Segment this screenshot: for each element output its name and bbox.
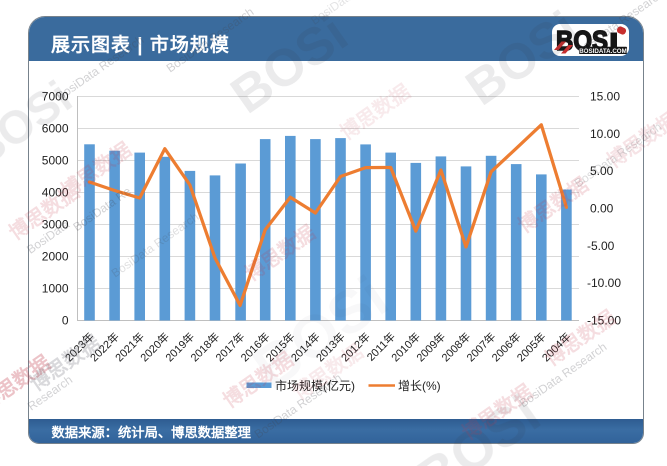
svg-text:增长(%): 增长(%) — [398, 379, 441, 393]
svg-text:BOSIDATA.COM: BOSIDATA.COM — [579, 48, 627, 55]
svg-text:0.00: 0.00 — [590, 202, 614, 216]
svg-text:3000: 3000 — [42, 218, 69, 232]
svg-text:15.00: 15.00 — [590, 90, 620, 104]
svg-text:-10.00: -10.00 — [587, 276, 621, 290]
svg-text:5.00: 5.00 — [590, 164, 614, 178]
svg-text:-15.00: -15.00 — [587, 314, 621, 328]
svg-text:0: 0 — [62, 314, 69, 328]
svg-text:2004年: 2004年 — [539, 329, 574, 364]
svg-text:6000: 6000 — [42, 122, 69, 136]
svg-text:5000: 5000 — [42, 154, 69, 168]
svg-text:2000: 2000 — [42, 250, 69, 264]
svg-text:7000: 7000 — [42, 90, 69, 104]
svg-text:10.00: 10.00 — [590, 127, 620, 141]
svg-text:-5.00: -5.00 — [587, 239, 615, 253]
svg-text:市场规模(亿元): 市场规模(亿元) — [275, 378, 355, 393]
svg-text:4000: 4000 — [42, 186, 69, 200]
svg-text:1000: 1000 — [42, 282, 69, 296]
